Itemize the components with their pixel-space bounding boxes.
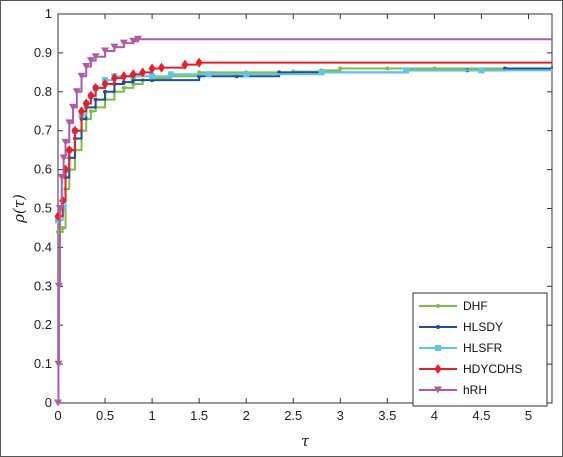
x-tick-label: 4 [431,408,438,423]
data-point [436,325,440,329]
data-point [435,345,441,351]
y-tick-label: 0.9 [34,45,52,60]
data-point [167,71,174,78]
legend-label: HDYCDHS [463,362,522,376]
data-point [338,66,343,71]
y-tick-label: 0.4 [34,239,52,254]
x-tick-label: 3 [337,408,344,423]
data-point [55,205,64,212]
x-tick-label: 4.5 [472,408,490,423]
data-point [71,125,79,136]
legend-label: HLSFR [463,341,503,355]
data-point [121,85,126,90]
data-point [195,57,203,68]
data-point [149,73,156,80]
y-tick-label: 1 [45,6,52,21]
legend-label: HLSDY [463,320,503,334]
data-point [54,360,63,368]
data-point [72,88,81,96]
data-point [77,72,86,80]
data-point [181,59,189,70]
y-axis-label: ρ(τ) [10,194,28,224]
data-point [318,69,325,76]
data-point [101,79,109,90]
data-point [103,89,108,94]
data-point [88,109,93,114]
data-point [129,37,138,45]
data-point [119,39,128,47]
data-point [478,67,485,74]
data-point [129,69,137,80]
x-tick-label: 3.5 [378,408,396,423]
data-point [92,82,100,93]
data-point [148,63,156,74]
data-point [139,67,147,78]
series-hrh [54,35,552,407]
x-tick-label: 5 [525,408,532,423]
data-point [54,282,63,290]
legend-label: hRH [463,383,487,397]
data-point [158,62,166,73]
data-point [59,154,68,162]
data-point [434,386,442,394]
data-point [434,364,442,374]
data-point [436,304,440,308]
x-tick-label: 0.5 [96,408,114,423]
data-point [121,80,126,85]
data-point [101,47,110,55]
legend-label: DHF [463,299,488,313]
x-tick-label: 2 [243,408,250,423]
legend: DHF HLSDY HLSFR HDYCDHS hRH [412,292,548,407]
x-axis-label: τ [301,432,310,450]
data-point [69,103,78,111]
x-tick-label: 1.5 [190,408,208,423]
data-point [54,399,62,407]
y-tick-label: 0.1 [34,356,52,371]
data-point [82,63,91,71]
data-point [93,97,98,102]
data-point [91,53,100,61]
x-tick-label: 0 [54,408,61,423]
data-point [133,35,142,43]
y-tick-label: 0 [45,395,52,410]
data-point [61,138,70,146]
data-point [110,43,119,51]
data-point [78,106,86,117]
y-tick-label: 0.5 [34,201,52,216]
data-point [87,90,95,101]
data-point [86,57,95,65]
data-point [243,71,250,78]
data-point [385,66,390,71]
y-tick-label: 0.2 [34,317,52,332]
data-point [403,67,410,74]
data-point [65,145,73,156]
y-tick-label: 0.8 [34,84,52,99]
y-tick-label: 0.3 [34,278,52,293]
x-tick-label: 2.5 [284,408,302,423]
data-point [205,71,212,78]
data-point [65,119,74,127]
y-tick-label: 0.6 [34,162,52,177]
data-point [110,73,118,84]
data-point [57,173,66,181]
data-point [60,225,65,230]
y-tick-label: 0.7 [34,123,52,138]
data-point [120,71,128,82]
data-point [82,98,90,109]
x-tick-label: 1 [148,408,155,423]
